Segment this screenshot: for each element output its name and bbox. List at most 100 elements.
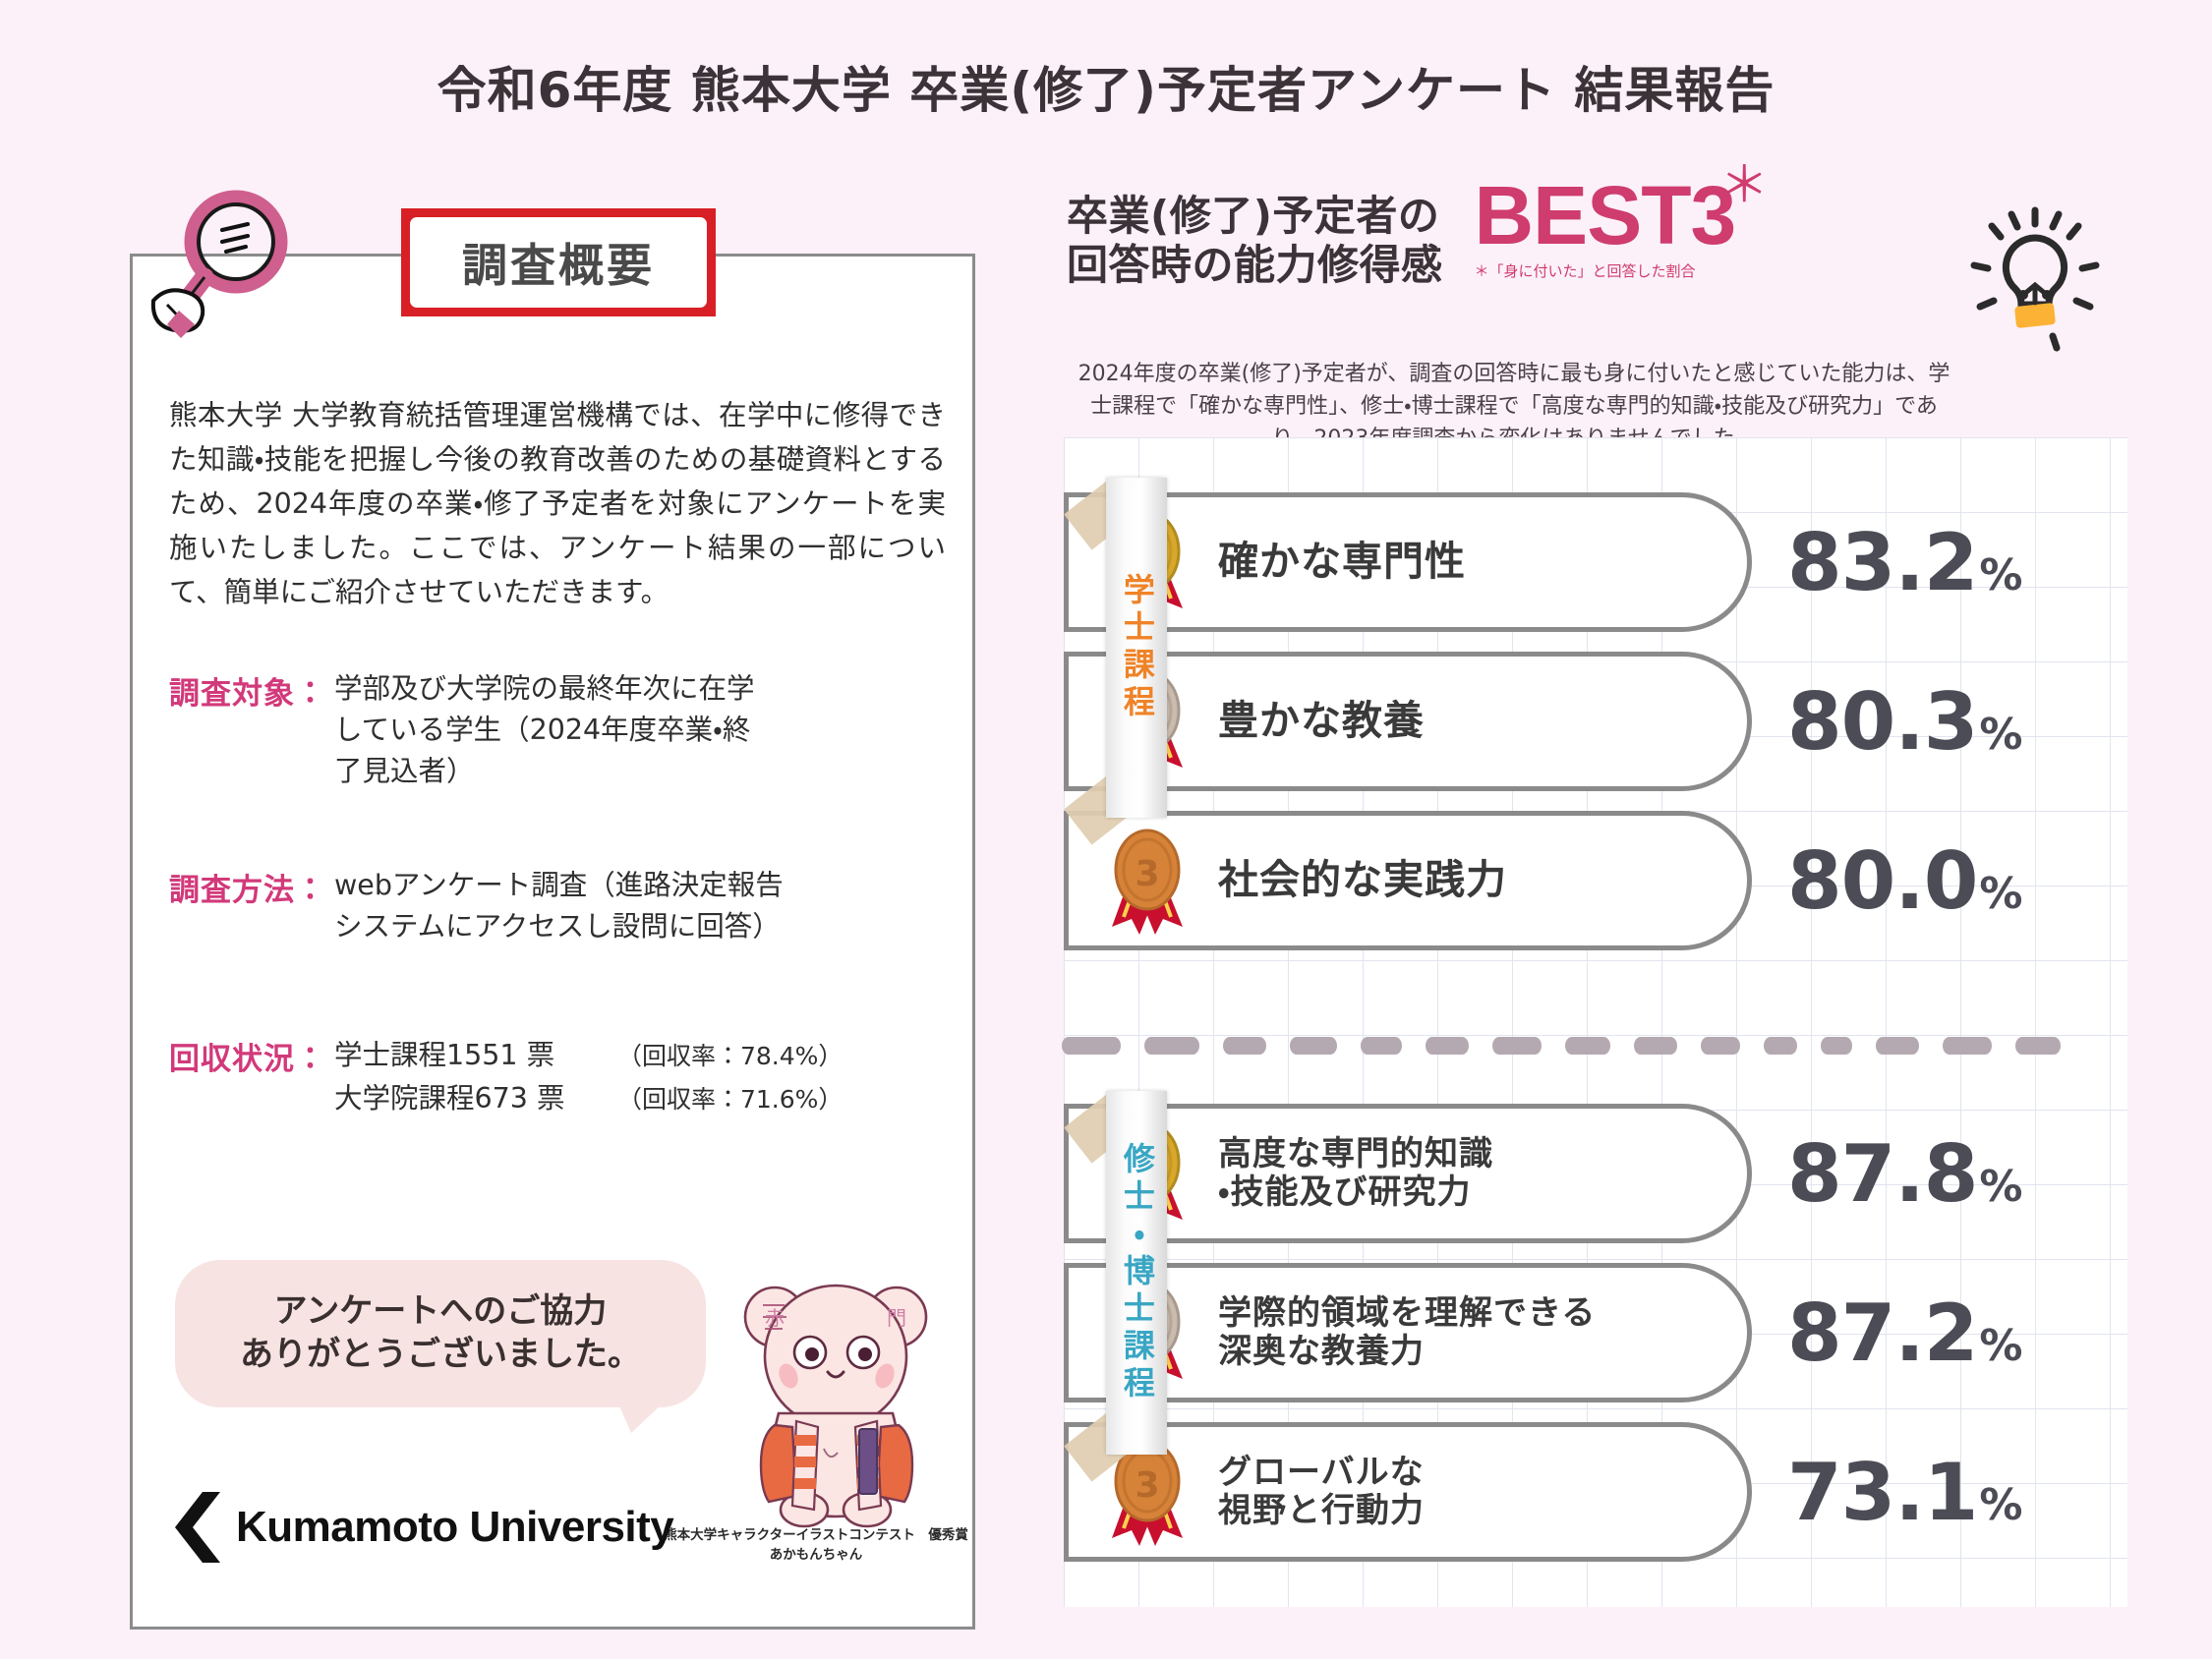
survey-method-line2: システムにアクセスし設問に回答） <box>334 910 781 944</box>
rank-label: 学際的領域を理解できる 深奥な教養力 <box>1218 1292 1597 1372</box>
rank-value-symbol: % <box>1979 868 2023 919</box>
best3-footnote: ＊「身に付いた」と回答した割合 <box>1474 262 1696 280</box>
rank-label-line1: 確かな専門性 <box>1218 538 1466 586</box>
right-panel-header: 卒業(修了)予定者の 回答時の能力修得感 BEST3 ＊ ＊「身に付いた」と回答… <box>1067 160 2168 289</box>
overview-badge-label: 調査概要 <box>462 239 655 292</box>
rank-label-line1: 学際的領域を理解できる <box>1218 1292 1597 1333</box>
survey-target-value: 学部及び大学院の最終年次に在学 している学生（2024年度卒業・終 了見込者） <box>334 668 956 793</box>
chevron-logo-icon <box>175 1492 220 1563</box>
collection-graduate-rate: （回収率：71.6%） <box>617 1085 844 1115</box>
thanks-line1: アンケートへのご協力 <box>273 1291 608 1332</box>
banner-graduate-label: 修士・博士課程 <box>1118 1142 1156 1403</box>
ranking-group-graduate: 1 高度な専門的知識 ・技能及び研究力 87.8 % <box>1064 1103 2135 1606</box>
akamon-chan-mascot-icon: 赤 門 <box>743 1284 928 1528</box>
banner-graduate: 修士・博士課程 <box>1106 1091 1167 1455</box>
rank-row: 3 社会的な実践力 80.0 % <box>1064 810 2135 951</box>
rank-value-symbol: % <box>1979 1479 2023 1530</box>
right-heading-line2: 回答時の能力修得感 <box>1067 240 1443 289</box>
lightbulb-icon <box>1970 206 2100 352</box>
thanks-line2: ありがとうございました。 <box>240 1335 641 1374</box>
rank-value: 73.1 % <box>1787 1447 2022 1538</box>
bronze-medal-icon: 3 <box>1112 829 1183 935</box>
survey-collection-block: 回収状況： 学士課程1551 票 （回収率：78.4%） 大学院課程673 票 … <box>169 1034 956 1120</box>
rank-value-symbol: % <box>1979 1161 2023 1212</box>
collection-row-graduate: 大学院課程673 票 （回収率：71.6%） <box>334 1077 956 1120</box>
collection-bachelor-count: 学士課程1551 票 <box>334 1039 555 1071</box>
mascot-caption-line2: あかもんちゃん <box>769 1547 863 1564</box>
rank-value-number: 87.8 <box>1787 1127 1978 1220</box>
survey-target-line3: 了見込者） <box>334 755 475 788</box>
survey-method-line1: webアンケート調査（進路決定報告 <box>334 869 784 901</box>
survey-method-value: webアンケート調査（進路決定報告 システムにアクセスし設問に回答） <box>334 865 956 947</box>
svg-text:門: 門 <box>887 1306 906 1330</box>
rank-value-number: 83.2 <box>1787 516 1978 608</box>
rank-label: 確かな専門性 <box>1218 539 1466 586</box>
section-divider <box>1062 1034 2133 1058</box>
rank-pill: 1 確かな専門性 <box>1064 492 1752 632</box>
rank-label-line1: グローバルな <box>1218 1452 1425 1492</box>
survey-collection-key: 回収状況： <box>169 1042 326 1077</box>
mascot-caption: 熊本大学キャラクターイラストコンテスト 優秀賞 あかもんちゃん <box>649 1525 983 1566</box>
rank-value-number: 73.1 <box>1787 1446 1978 1538</box>
rank-value: 80.0 % <box>1787 835 2022 927</box>
rank-value-symbol: % <box>1979 709 2023 760</box>
right-heading-line1: 卒業(修了)予定者の <box>1067 192 1440 240</box>
rank-value: 87.2 % <box>1787 1287 2022 1379</box>
right-heading: 卒業(修了)予定者の 回答時の能力修得感 <box>1067 192 1443 289</box>
survey-method-key: 調査方法： <box>169 873 326 908</box>
rank-label: 社会的な実践力 <box>1218 857 1507 904</box>
magnifier-icon <box>150 190 288 338</box>
thanks-speech-bubble: アンケートへのご協力 ありがとうございました。 <box>175 1260 706 1433</box>
rank-label-line2: 深奥な教養力 <box>1218 1332 1425 1371</box>
rank-value-symbol: % <box>1979 549 2023 601</box>
rank-pill: 1 高度な専門的知識 ・技能及び研究力 <box>1064 1104 1752 1243</box>
rank-label: 豊かな教養 <box>1218 698 1425 745</box>
intro-paragraph: 熊本大学 大学教育統括管理運営機構では、在学中に修得できた知識・技能を把握し今後… <box>169 399 946 609</box>
survey-collection-value: 学士課程1551 票 （回収率：78.4%） 大学院課程673 票 （回収率：7… <box>334 1034 956 1120</box>
rank-row: 1 高度な専門的知識 ・技能及び研究力 87.8 % <box>1064 1103 2135 1244</box>
survey-target-line1: 学部及び大学院の最終年次に在学 <box>334 672 755 705</box>
rank-value: 87.8 % <box>1787 1128 2022 1220</box>
rank-value-number: 87.2 <box>1787 1287 1978 1379</box>
grid-paper-background <box>1064 437 2127 1607</box>
rank-pill: 3 グローバルな 視野と行動力 <box>1064 1422 1752 1562</box>
rank-label-line1: 社会的な実践力 <box>1218 856 1507 904</box>
mascot-caption-line1: 熊本大学キャラクターイラストコンテスト 優秀賞 <box>664 1527 968 1543</box>
collection-bachelor-rate: （回収率：78.4%） <box>617 1042 844 1070</box>
right-description: 2024年度の卒業(修了)予定者が、調査の回答時に最も身に付いたと感じていた能力… <box>1077 362 1950 451</box>
survey-target-key: 調査対象： <box>169 676 326 712</box>
rank-label-line1: 高度な専門的知識 <box>1218 1133 1493 1173</box>
rank-pill: 2 豊かな教養 <box>1064 652 1752 791</box>
page-title: 令和6年度 熊本大学 卒業(修了)予定者アンケート 結果報告 <box>437 62 1775 119</box>
rank-label-line1: 豊かな教養 <box>1218 697 1425 745</box>
banner-bachelor-label: 学士課程 <box>1118 573 1156 722</box>
best3-label: BEST3 <box>1474 169 1737 261</box>
kumamoto-university-logo: Kumamoto University <box>169 1490 674 1565</box>
rank-row: 2 豊かな教養 80.3 % <box>1064 651 2135 792</box>
rank-row: 3 グローバルな 視野と行動力 73.1 % <box>1064 1421 2135 1563</box>
rank-row: 2 学際的領域を理解できる 深奥な教養力 87.2 % <box>1064 1262 2135 1403</box>
rank-number: 3 <box>1135 1465 1159 1506</box>
best3-asterisk: ＊ <box>1719 156 1770 213</box>
survey-method-block: 調査方法： webアンケート調査（進路決定報告 システムにアクセスし設問に回答） <box>169 865 956 947</box>
rank-value-symbol: % <box>1979 1320 2023 1371</box>
rank-value: 83.2 % <box>1787 517 2022 608</box>
kumamoto-university-name: Kumamoto University <box>236 1503 674 1551</box>
rank-value-number: 80.0 <box>1787 834 1978 927</box>
best3-block: BEST3 ＊ ＊「身に付いた」と回答した割合 <box>1474 160 1770 281</box>
survey-target-line2: している学生（2024年度卒業・終 <box>334 714 751 747</box>
rank-label-line2: 視野と行動力 <box>1218 1491 1425 1530</box>
rank-pill: 3 社会的な実践力 <box>1064 811 1752 950</box>
survey-target-block: 調査対象： 学部及び大学院の最終年次に在学 している学生（2024年度卒業・終 … <box>169 668 956 793</box>
rank-row: 1 確かな専門性 83.2 % <box>1064 491 2135 633</box>
rank-value: 80.3 % <box>1787 676 2022 768</box>
bronze-medal-icon: 3 <box>1112 1440 1183 1546</box>
collection-row-bachelor: 学士課程1551 票 （回収率：78.4%） <box>334 1034 956 1077</box>
rank-pill: 2 学際的領域を理解できる 深奥な教養力 <box>1064 1263 1752 1402</box>
ranking-group-bachelor: 1 確かな専門性 83.2 % 2 <box>1064 491 2135 963</box>
banner-bachelor: 学士課程 <box>1106 478 1167 818</box>
rank-number: 3 <box>1135 854 1159 894</box>
rank-value-number: 80.3 <box>1787 675 1978 768</box>
rank-label: グローバルな 視野と行動力 <box>1218 1452 1425 1531</box>
